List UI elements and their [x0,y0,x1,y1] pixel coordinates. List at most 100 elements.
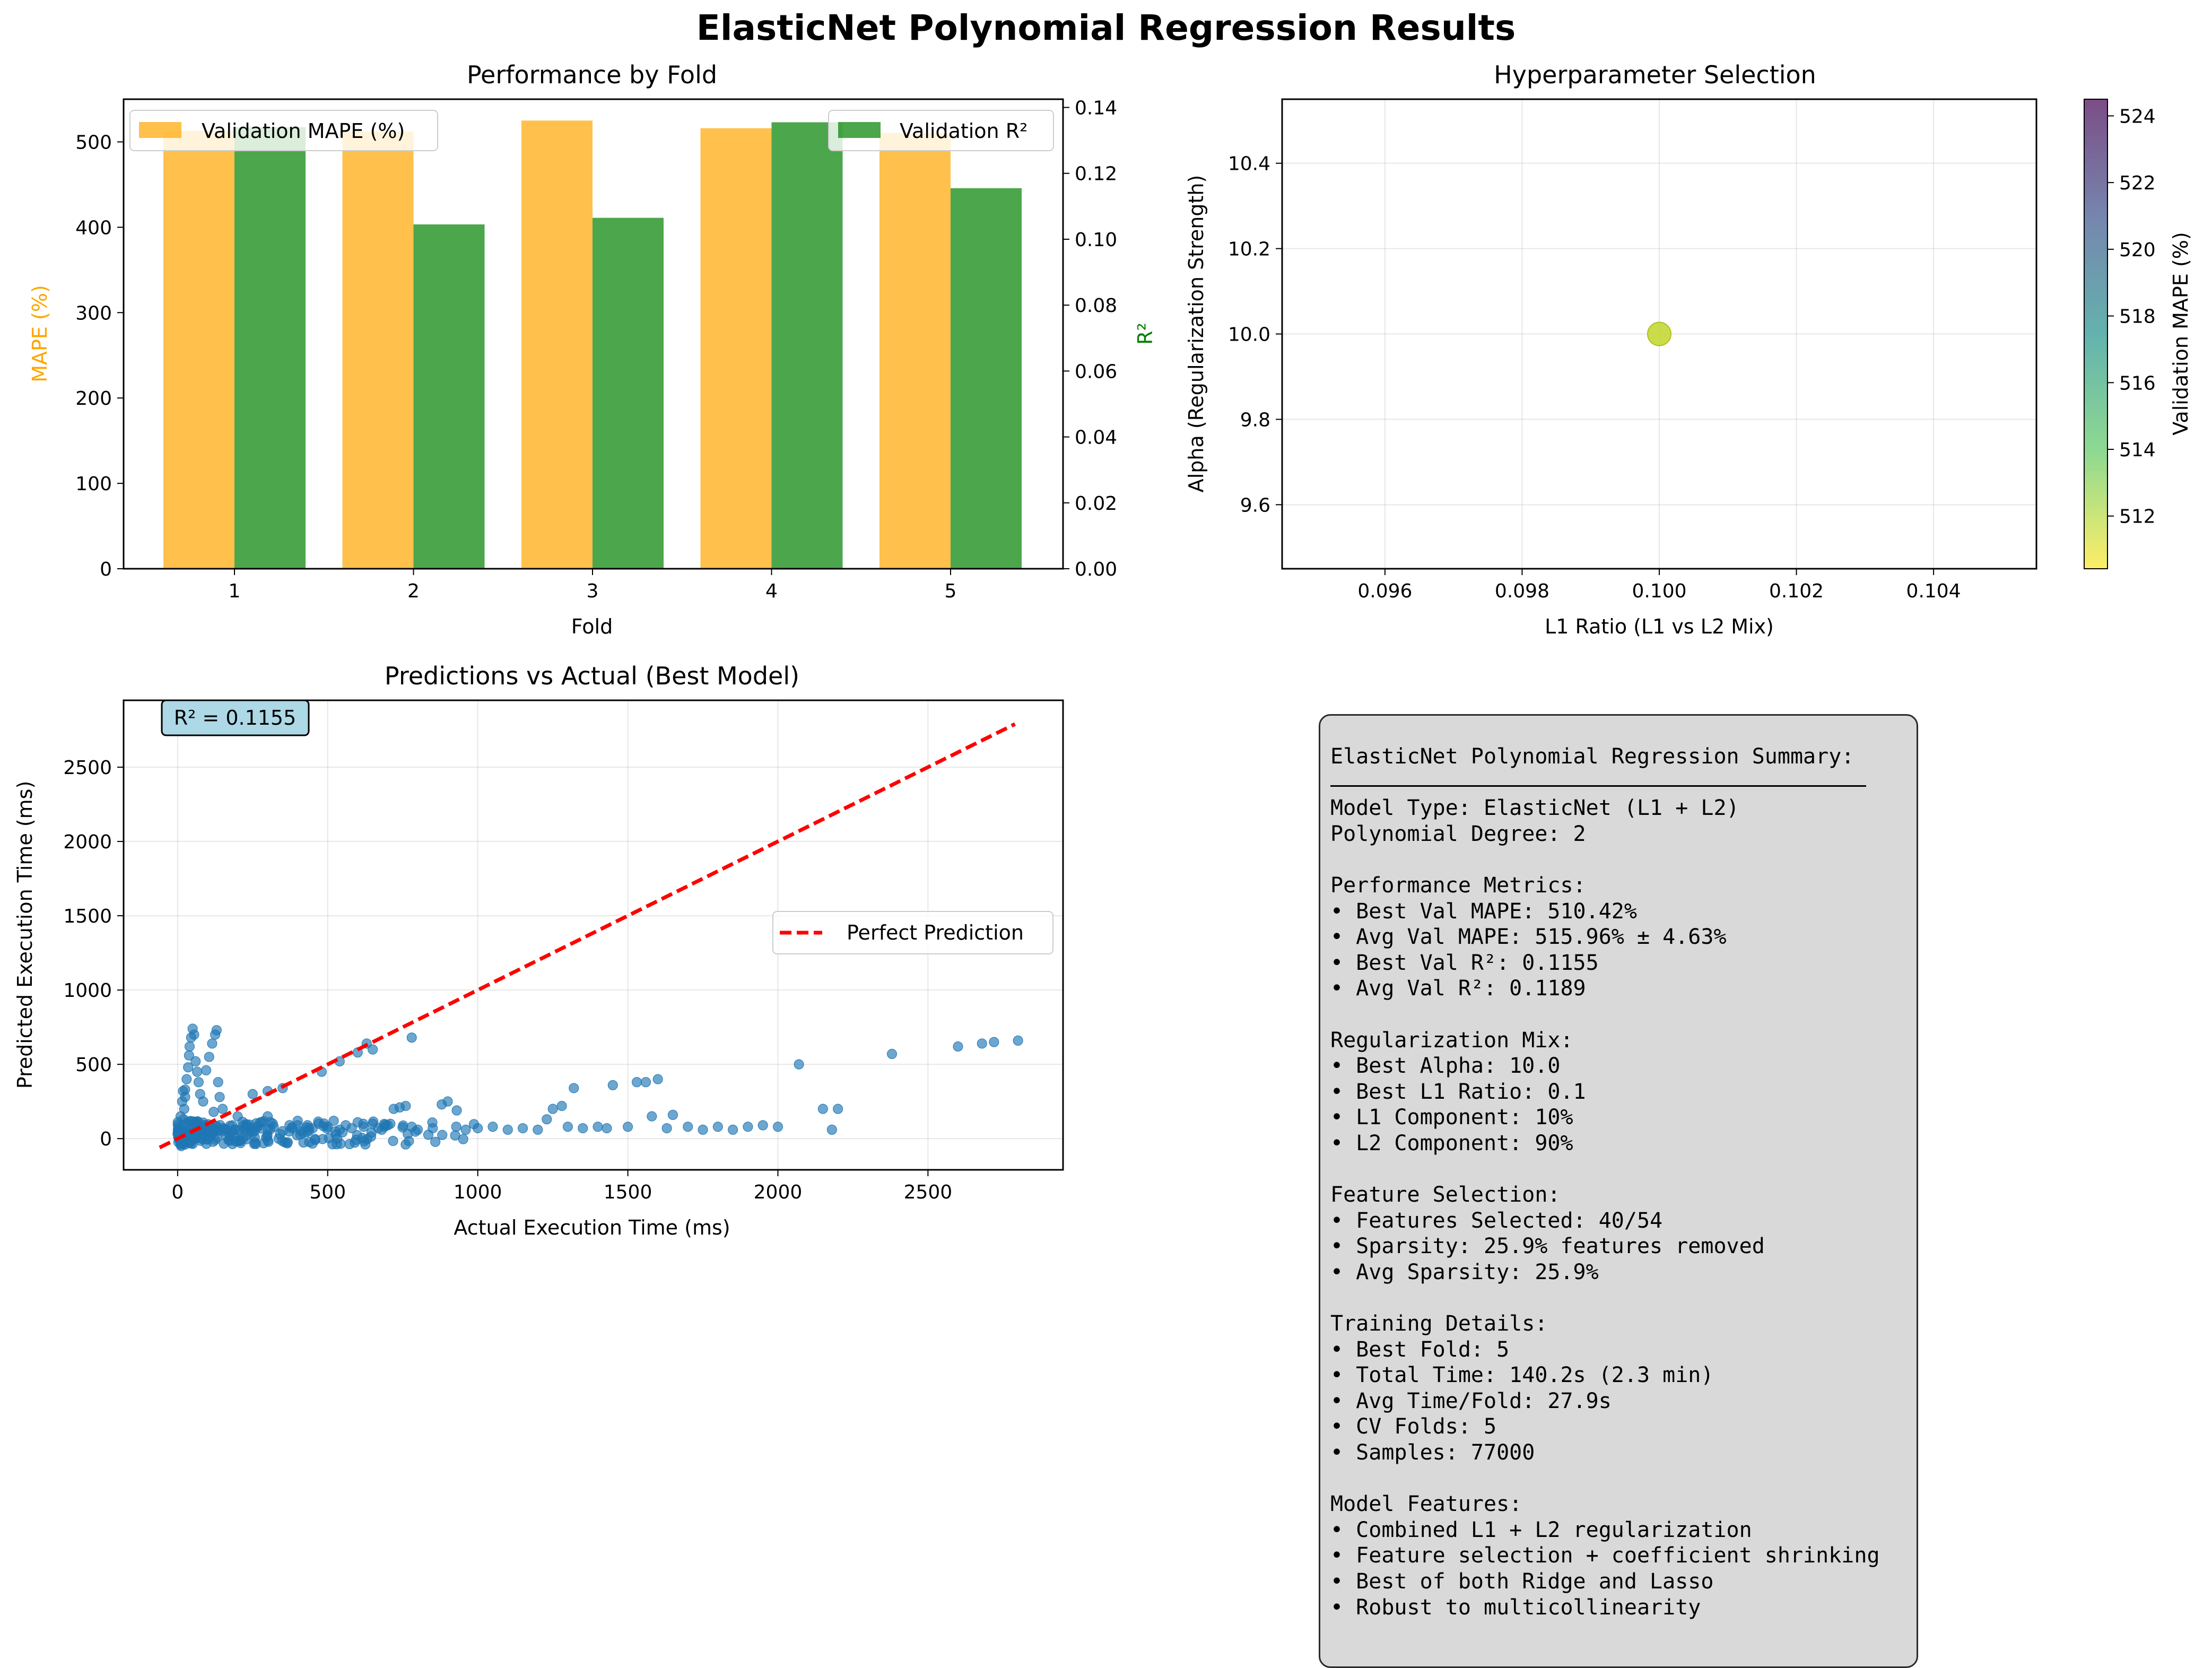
prediction-point [177,1096,187,1107]
prediction-point [368,1118,378,1129]
y-tick-label: 1500 [63,906,112,927]
prediction-point [647,1111,657,1122]
summary-divider [1330,785,1866,787]
prediction-point [400,1139,411,1150]
prediction-point [428,1123,438,1134]
prediction-point [826,1124,837,1135]
y-tick-label: 10.4 [1228,153,1270,175]
colorbar-tick-label: 520 [2119,239,2156,261]
prediction-point [712,1122,723,1132]
prediction-point [412,1124,423,1135]
summary-text: ElasticNet Polynomial Regression Summary… [1330,744,1880,1620]
mape-bar [163,131,234,569]
prediction-point [181,1074,192,1084]
mape-bar [342,132,414,569]
prediction-point [183,1135,194,1145]
colorbar-tick-label: 516 [2119,372,2156,394]
y-tick-label: 200 [75,388,112,410]
hyperparameter-chart: Hyperparameter Selection 0.096 0.098 0.100… [1185,60,2192,638]
prediction-point [359,1122,369,1132]
prediction-point [292,1116,303,1126]
y-tick-label: 0 [100,1128,112,1150]
prediction-point [451,1122,461,1132]
prediction-point [989,1037,999,1047]
pred-chart-ylabel: Predicted Execution Time (ms) [13,781,37,1089]
pred-chart-xlabel: Actual Execution Time (ms) [454,1216,730,1239]
prediction-point [794,1059,804,1070]
prediction-point [578,1123,588,1134]
mape-legend: Validation MAPE (%) [129,110,438,151]
prediction-point [208,1107,219,1117]
mape-bar [700,128,772,569]
y-tick-label: 2000 [63,831,112,853]
x-tick-label: 1500 [604,1182,652,1203]
prediction-point [192,1066,203,1077]
prediction-point [430,1136,441,1147]
prediction-point [368,1044,378,1055]
y-tick-label: 100 [75,473,112,495]
prediction-point [632,1077,642,1088]
mape-bar [879,133,951,569]
r2-legend: Validation R² [828,110,1054,151]
x-tick-label: 3 [587,580,599,602]
prediction-point [487,1122,498,1132]
y-tick-label: 500 [75,1054,112,1076]
x-tick-label: 2500 [904,1182,953,1203]
prediction-point [193,1077,204,1088]
prediction-point [458,1134,468,1144]
prediction-point [217,1104,228,1114]
x-tick-label: 2000 [754,1182,803,1203]
fold-chart-xlabel: Fold [571,615,613,638]
y2-tick-label: 0.02 [1075,493,1117,515]
y-tick-label: 10.0 [1228,324,1270,346]
prediction-point [323,1122,333,1132]
colorbar-tick-label: 512 [2119,506,2156,528]
hyper-chart-xlabel: L1 Ratio (L1 vs L2 Mix) [1545,615,1774,638]
prediction-point [607,1080,618,1090]
colorbar-tick-label: 522 [2119,172,2156,194]
summary-lines: Model Type: ElasticNet (L1 + L2) Polynom… [1330,796,1880,1620]
prediction-point [661,1123,672,1134]
perfect-prediction-legend-label: Perfect Prediction [847,921,1024,944]
prediction-point [667,1109,678,1120]
prediction-point [388,1135,398,1146]
y2-tick-label: 0.06 [1075,361,1117,383]
prediction-point [641,1077,651,1088]
y2-tick-label: 0.00 [1075,559,1117,580]
prediction-point [208,1136,219,1147]
y-tick-label: 300 [75,302,112,324]
x-tick-label: 0 [171,1182,184,1203]
prediction-point [953,1041,963,1052]
r2-bar [413,224,485,569]
x-tick-label: 0.100 [1632,580,1686,602]
y-tick-label: 9.8 [1240,409,1270,431]
r2-annotation: R² = 0.1155 [161,699,310,736]
prediction-point [569,1083,579,1093]
prediction-point [360,1139,371,1150]
prediction-point [201,1065,212,1075]
prediction-point [350,1137,360,1148]
colorbar-label: Validation MAPE (%) [2169,232,2192,435]
prediction-point [652,1074,663,1084]
prediction-point [176,1111,186,1122]
prediction-point [232,1111,243,1122]
prediction-point [298,1127,309,1138]
fold-chart-ylabel: MAPE (%) [28,285,51,383]
r2-bar [771,122,843,569]
x-tick-label: 0.102 [1769,580,1824,602]
mape-legend-label: Validation MAPE (%) [202,119,405,143]
mape-bar [521,120,593,569]
prediction-point [817,1104,828,1114]
prediction-point [277,1136,288,1146]
prediction-point [217,1123,228,1134]
y-tick-label: 500 [75,132,112,153]
colorbar-tick-label: 518 [2119,306,2156,328]
summary-title: ElasticNet Polynomial Regression Summary… [1330,744,1854,769]
x-tick-label: 1000 [454,1182,502,1203]
r2-annotation-text: R² = 0.1155 [174,706,297,729]
r2-legend-swatch [838,122,881,138]
prediction-point [772,1122,783,1132]
prediction-point [204,1052,214,1062]
prediction-point [400,1101,411,1111]
hyper-chart-ylabel: Alpha (Regularization Strength) [1185,175,1208,493]
